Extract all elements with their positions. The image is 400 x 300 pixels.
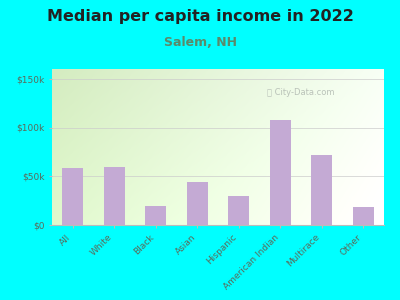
Bar: [270, 120, 291, 225]
Bar: [104, 167, 125, 225]
Text: Median per capita income in 2022: Median per capita income in 2022: [46, 9, 354, 24]
Text: ⓘ City-Data.com: ⓘ City-Data.com: [267, 88, 335, 97]
Bar: [228, 196, 249, 225]
Bar: [62, 168, 83, 225]
Bar: [311, 155, 332, 225]
Bar: [187, 182, 208, 225]
Bar: [145, 206, 166, 225]
Text: Salem, NH: Salem, NH: [164, 36, 236, 49]
Bar: [353, 208, 374, 225]
